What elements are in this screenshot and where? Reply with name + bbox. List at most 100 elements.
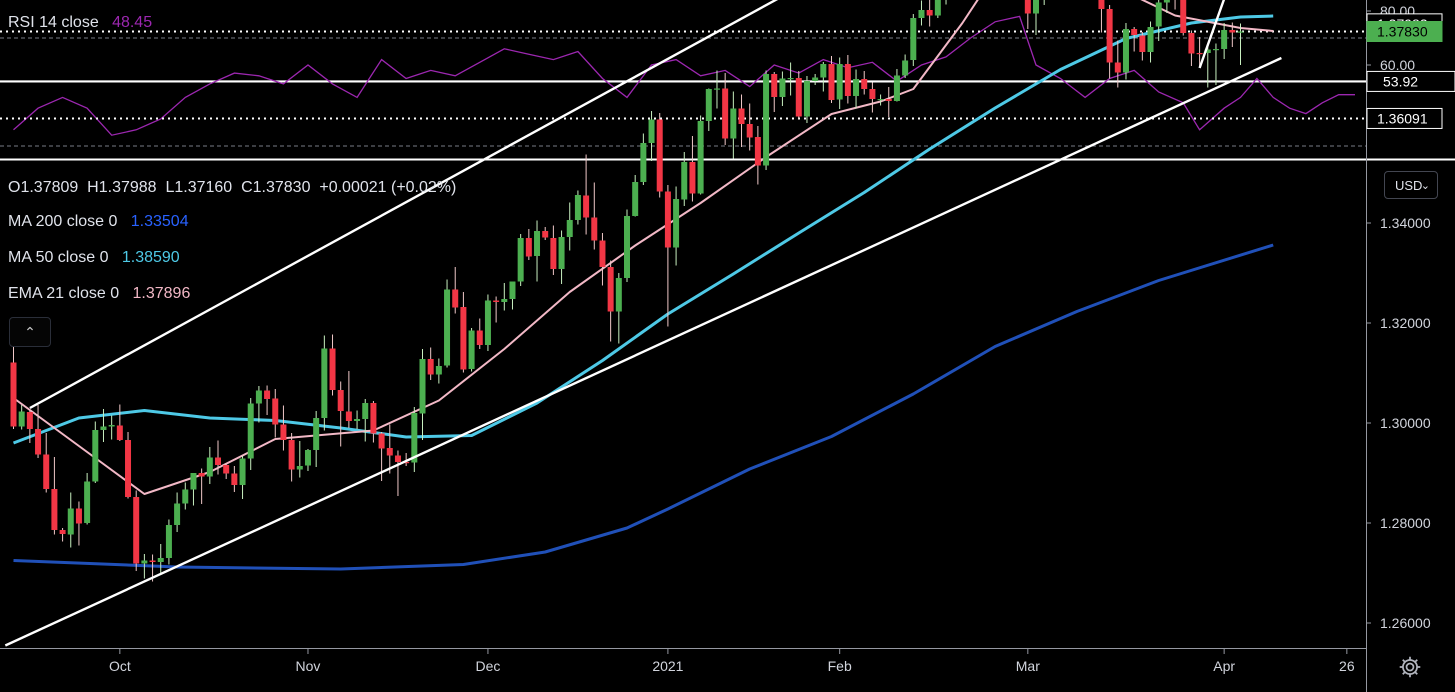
candle-body <box>116 425 123 440</box>
collapse-legend-button[interactable]: ⌃ <box>9 317 51 347</box>
candle-up <box>1221 23 1228 59</box>
candle-up <box>632 175 639 217</box>
candle-body <box>844 64 851 96</box>
candle-down <box>125 432 132 499</box>
candle-down <box>59 528 66 542</box>
candle-body <box>452 289 459 308</box>
time-tick-label: Apr <box>1213 658 1235 674</box>
candle-body <box>1098 0 1105 9</box>
candle-body <box>1229 30 1236 33</box>
candle-up <box>354 410 361 429</box>
candle-down <box>607 260 614 342</box>
candle-body <box>1180 0 1187 33</box>
candle-body <box>1131 29 1138 35</box>
candle-up <box>435 358 442 384</box>
time-axis[interactable]: Oct Nov Dec 2021 Feb Mar Apr 26 <box>0 648 1366 675</box>
candle-up <box>803 76 810 123</box>
candle-body <box>370 403 377 434</box>
candle-body <box>362 403 369 419</box>
candle-body <box>869 89 876 99</box>
candle-up <box>820 62 827 92</box>
candle-body <box>182 489 189 504</box>
candle-up <box>92 421 99 483</box>
candle-body <box>493 300 500 302</box>
candle-body <box>1106 9 1113 63</box>
candle-down <box>1229 22 1236 47</box>
candle-down <box>885 87 892 117</box>
candle-up <box>468 328 475 372</box>
candle-down <box>394 450 401 496</box>
candle-body <box>624 216 630 278</box>
candle-body <box>885 99 892 101</box>
candle-body <box>84 481 91 523</box>
gear-icon[interactable] <box>1397 654 1423 680</box>
candle-body <box>67 508 74 535</box>
candle-body <box>51 489 58 530</box>
candle-body <box>1204 49 1211 53</box>
price-axis[interactable]: 80.0060.0040.0053.921.340001.320001.3000… <box>1366 0 1455 692</box>
candle-body <box>419 359 426 414</box>
candle-down <box>795 71 802 119</box>
candle-body <box>75 508 82 524</box>
candle-body <box>35 429 42 455</box>
candle-body <box>1155 2 1162 27</box>
candle-body <box>583 195 590 218</box>
time-tick-label: Feb <box>828 658 852 674</box>
price-tick-label: 1.32000 <box>1380 315 1431 331</box>
candle-up <box>141 554 148 579</box>
candle-body <box>411 413 418 463</box>
candle-body <box>1139 35 1146 52</box>
candle-down <box>1106 5 1113 79</box>
candle-down <box>329 334 336 396</box>
channel-lines[interactable] <box>4 0 1282 647</box>
candle-body <box>1114 62 1121 73</box>
ma50-legend-value: 1.38590 <box>121 249 180 266</box>
candle-up <box>255 386 262 423</box>
candle-body <box>893 75 900 101</box>
candle-body <box>157 558 164 562</box>
candle-up <box>362 399 369 442</box>
candle-up <box>419 349 426 440</box>
candle-down <box>198 468 205 504</box>
candle-down <box>223 463 230 479</box>
candle-body <box>550 238 557 269</box>
candle-body <box>501 299 508 302</box>
rsi-tick-label: 60.00 <box>1380 57 1415 73</box>
trend-channel-line[interactable] <box>4 56 1282 647</box>
candle-body <box>574 195 581 220</box>
candle-down <box>386 424 393 474</box>
candle-body <box>656 119 663 192</box>
candle-up <box>1212 43 1219 85</box>
rsi-legend-value: 48.45 <box>112 14 153 31</box>
candle-down <box>1196 37 1203 68</box>
price-level-badge <box>1366 107 1443 129</box>
candle-body <box>403 462 410 464</box>
candle-up <box>558 230 565 284</box>
candle-up <box>1147 21 1154 63</box>
candle-body <box>215 457 221 465</box>
candle-body <box>1033 0 1039 14</box>
candle-down <box>599 233 606 286</box>
trend-channel-line[interactable] <box>29 0 1200 410</box>
candle-down <box>1174 0 1176 10</box>
trend-channel-line[interactable] <box>1198 0 1241 69</box>
candle-down <box>1024 0 1031 29</box>
chevron-up-icon: ⌃ <box>24 324 36 340</box>
candle-down <box>403 453 410 466</box>
currency-selector[interactable]: USD ⌄ <box>1384 171 1438 199</box>
candle-up <box>1204 45 1211 88</box>
candle-body <box>1163 0 1170 3</box>
candle-down <box>542 227 549 240</box>
candle-body <box>697 121 704 194</box>
candle-down <box>869 82 876 113</box>
candle-body <box>190 473 197 490</box>
candle-body <box>1024 0 1031 14</box>
candle-body <box>787 78 794 80</box>
time-tick-label: Oct <box>109 658 131 674</box>
candle-up <box>206 447 213 484</box>
candle-body <box>296 466 303 470</box>
candle-body <box>313 418 320 450</box>
price-tick-label: 1.34000 <box>1380 215 1431 231</box>
candle-down <box>1188 30 1195 66</box>
